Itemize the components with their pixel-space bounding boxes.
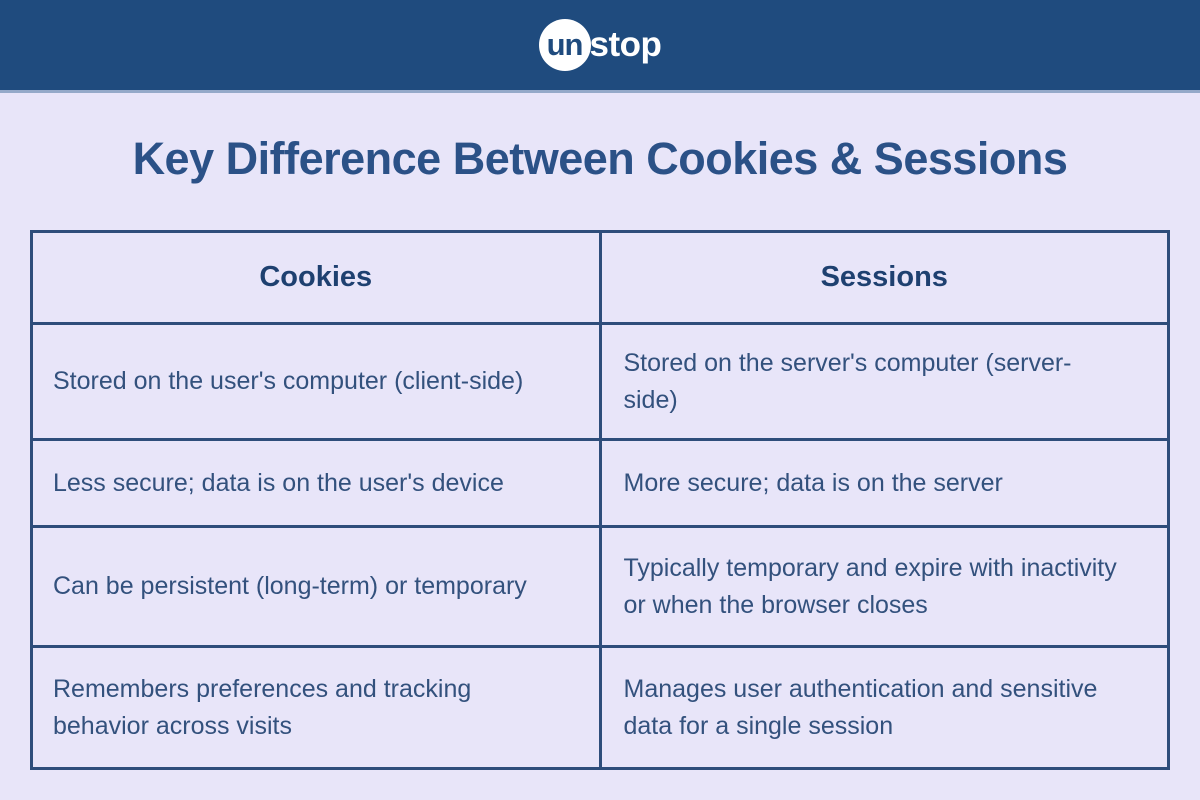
comparison-table: Cookies Sessions Stored on the user's co… bbox=[30, 230, 1170, 770]
table-row: Remembers preferences and tracking behav… bbox=[30, 645, 1170, 770]
column-header-cookies: Cookies bbox=[30, 230, 602, 325]
sessions-persistence-cell: Typically temporary and expire with inac… bbox=[598, 525, 1170, 648]
table-row: Less secure; data is on the user's devic… bbox=[30, 438, 1170, 528]
table-row: Stored on the user's computer (client-si… bbox=[30, 322, 1170, 441]
sessions-usage-cell: Manages user authentication and sensitiv… bbox=[598, 645, 1170, 770]
table-header-row: Cookies Sessions bbox=[30, 230, 1170, 325]
unstop-logo-circle: un bbox=[538, 19, 591, 71]
cookies-usage-cell: Remembers preferences and tracking behav… bbox=[30, 645, 602, 770]
header-bar: un stop bbox=[0, 0, 1200, 93]
unstop-logo-circle-text: un bbox=[546, 27, 584, 62]
cookies-security-cell: Less secure; data is on the user's devic… bbox=[30, 438, 602, 528]
column-header-sessions: Sessions bbox=[598, 230, 1170, 325]
table-row: Can be persistent (long-term) or tempora… bbox=[30, 525, 1170, 648]
sessions-security-cell: More secure; data is on the server bbox=[598, 438, 1170, 528]
unstop-logo: un stop bbox=[538, 19, 662, 71]
cookies-storage-cell: Stored on the user's computer (client-si… bbox=[30, 322, 602, 441]
cookies-persistence-cell: Can be persistent (long-term) or tempora… bbox=[30, 525, 602, 648]
unstop-logo-text: stop bbox=[589, 25, 662, 64]
page-title: Key Difference Between Cookies & Session… bbox=[132, 133, 1068, 184]
sessions-storage-cell: Stored on the server's computer (server-… bbox=[598, 322, 1170, 441]
